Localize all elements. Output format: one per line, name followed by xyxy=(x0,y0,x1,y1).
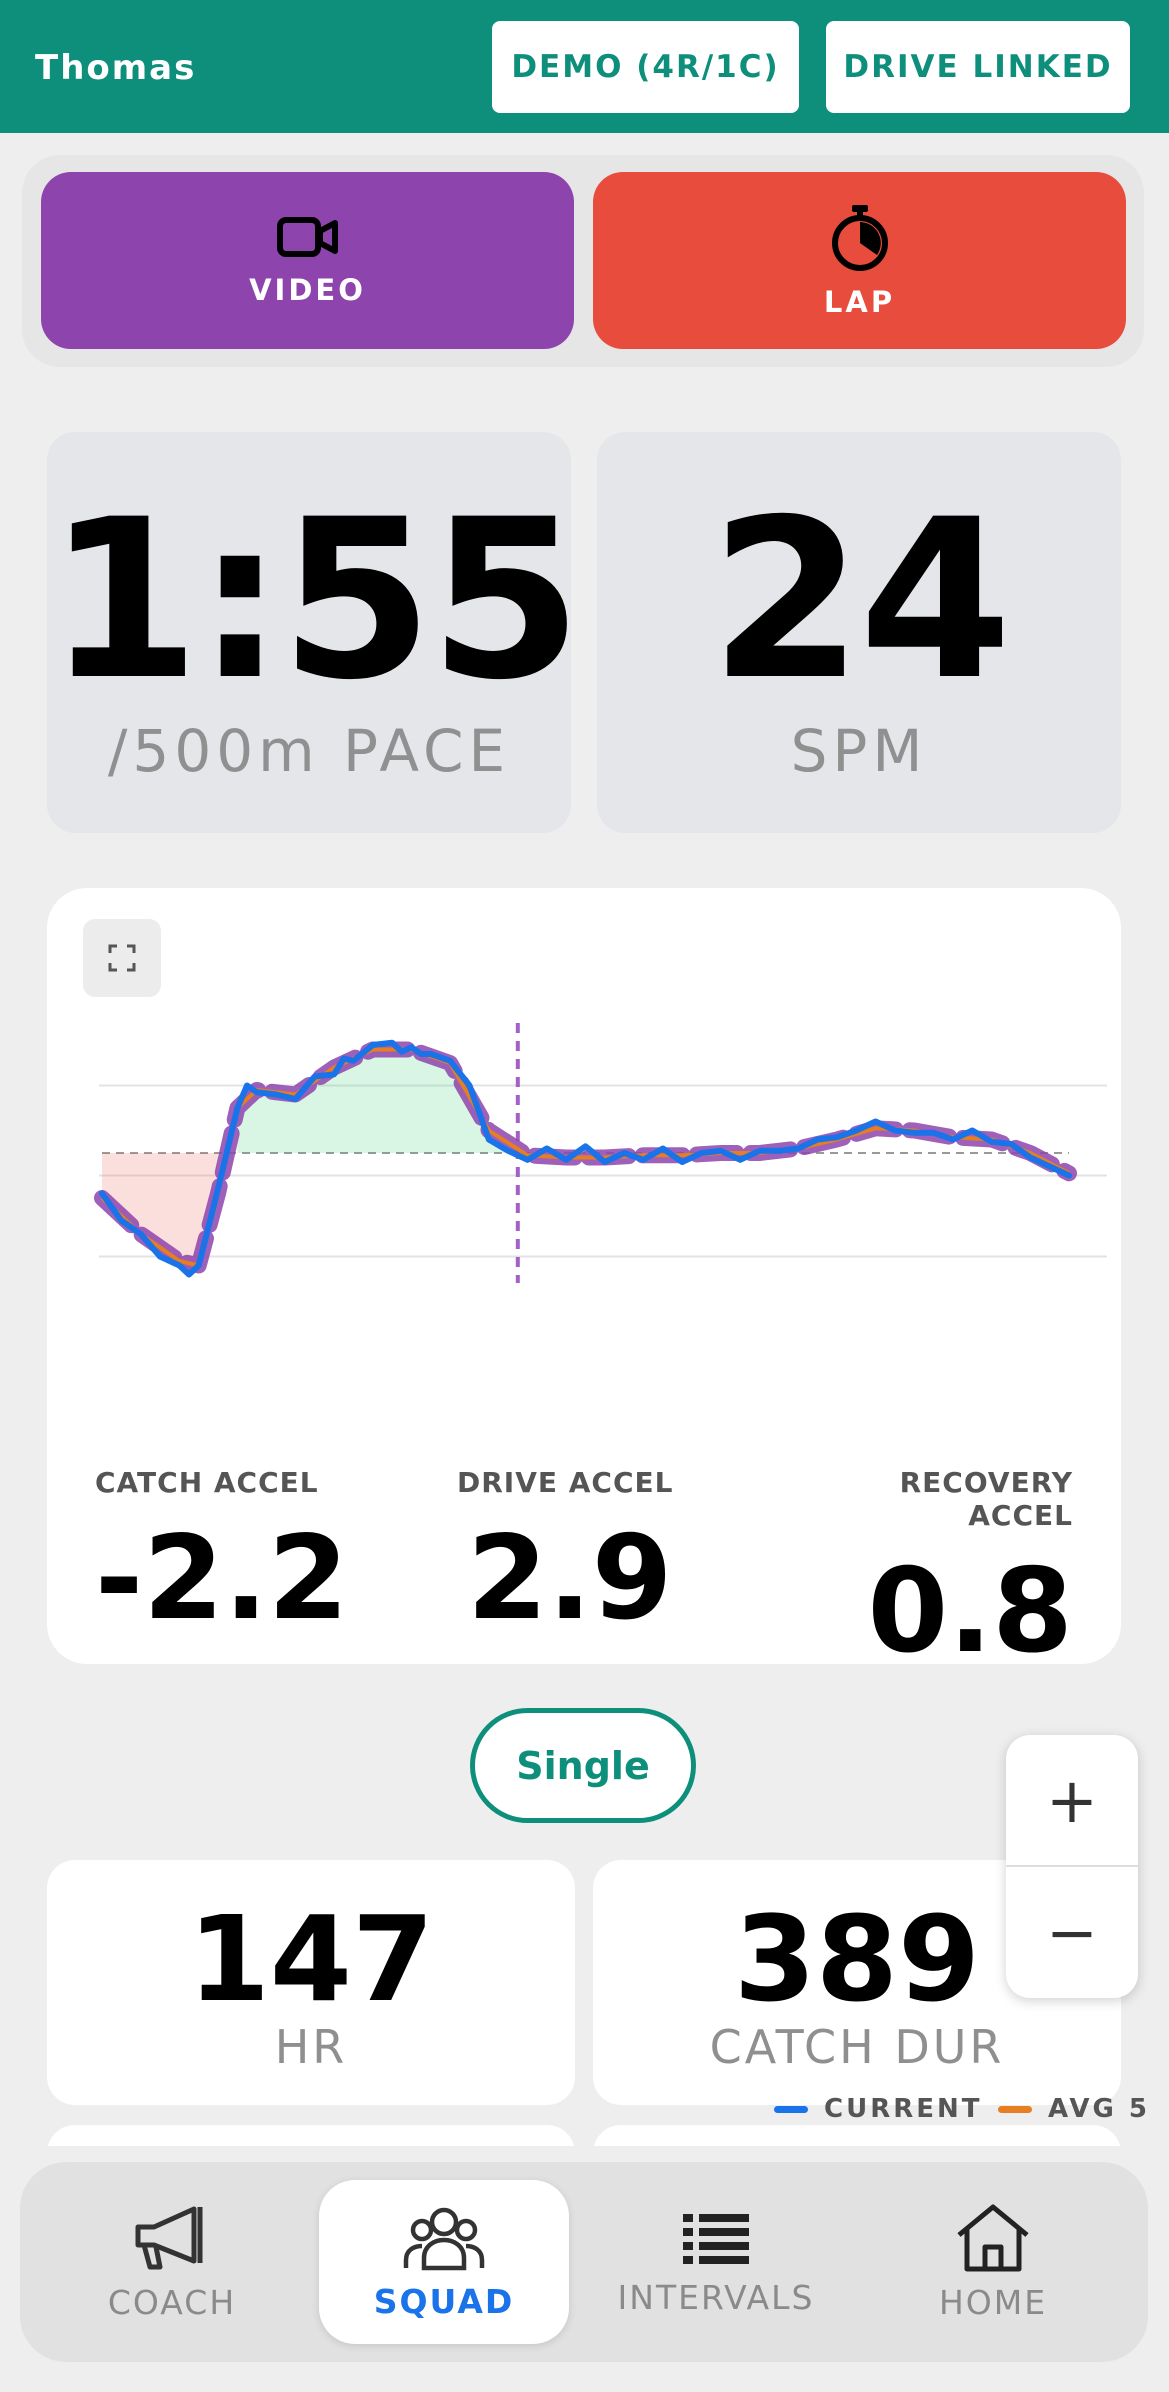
top-bar: Thomas DEMO (4R/1C) DRIVE LINKED xyxy=(0,0,1169,133)
catch-accel-value: -2.2 xyxy=(95,1511,349,1646)
drive-area xyxy=(237,1042,509,1153)
drive-accel-label: DRIVE ACCEL xyxy=(457,1466,674,1499)
catch-accel-metric: CATCH ACCEL -2.2 xyxy=(95,1466,349,1646)
current-series-line xyxy=(99,1039,1072,1278)
nav-squad[interactable]: SQUAD xyxy=(319,2180,569,2344)
nav-intervals-label: INTERVALS xyxy=(617,2277,815,2317)
pace-value: 1:55 xyxy=(47,472,582,728)
acceleration-plot xyxy=(94,1023,1107,1283)
legend-current: CURRENT xyxy=(774,2094,983,2124)
zoom-in-button[interactable]: + xyxy=(1046,1764,1098,1837)
spm-value: 24 xyxy=(709,472,1012,728)
drive-accel-metric: DRIVE ACCEL 2.9 xyxy=(457,1466,674,1646)
catch-duration-value: 389 xyxy=(733,1890,981,2028)
stopwatch-icon xyxy=(831,204,888,271)
users-icon xyxy=(403,2207,485,2270)
recovery-accel-label: RECOVERY ACCEL xyxy=(899,1466,1073,1532)
action-row: VIDEO LAP xyxy=(22,155,1144,367)
bottom-nav: COACH SQUAD INTERVALS xyxy=(0,2146,1169,2392)
avg-series-line xyxy=(100,1047,1070,1268)
legend-avg: AVG 5 xyxy=(998,2094,1150,2124)
legend-avg-label: AVG 5 xyxy=(1048,2094,1150,2124)
spm-label: SPM xyxy=(790,717,928,785)
drive-linked-button[interactable]: DRIVE LINKED xyxy=(826,21,1130,113)
hr-tile: 147 HR xyxy=(47,1860,575,2105)
catch-accel-label: CATCH ACCEL xyxy=(95,1466,319,1499)
pace-label: /500m PACE xyxy=(107,717,511,785)
nav-coach[interactable]: COACH xyxy=(47,2180,297,2344)
demo-button[interactable]: DEMO (4R/1C) xyxy=(492,21,799,113)
recovery-accel-metric: RECOVERY ACCEL 0.8 xyxy=(803,1466,1074,1679)
zoom-divider xyxy=(1006,1865,1138,1867)
hr-label: HR xyxy=(274,2020,348,2074)
expand-button[interactable] xyxy=(83,919,161,997)
home-icon xyxy=(957,2204,1029,2271)
catch-area xyxy=(102,1153,219,1275)
catch-duration-label: CATCH DUR xyxy=(709,2020,1005,2074)
avg-swatch xyxy=(998,2105,1032,2113)
zoom-control: + − xyxy=(1006,1735,1138,1998)
spm-tile: 24 SPM xyxy=(597,432,1121,833)
video-button[interactable]: VIDEO xyxy=(41,172,574,349)
megaphone-icon xyxy=(135,2206,203,2269)
nav-container: COACH SQUAD INTERVALS xyxy=(20,2162,1148,2362)
video-label: VIDEO xyxy=(249,272,366,307)
mode-toggle-button[interactable]: Single xyxy=(470,1708,696,1823)
expand-icon xyxy=(108,944,136,972)
nav-home-label: HOME xyxy=(938,2282,1048,2322)
drive-accel-value: 2.9 xyxy=(467,1511,673,1646)
legend-current-label: CURRENT xyxy=(824,2094,983,2124)
nav-coach-label: COACH xyxy=(107,2282,237,2322)
list-icon xyxy=(683,2213,749,2264)
zoom-out-button[interactable]: − xyxy=(1046,1896,1098,1969)
recovery-accel-value: 0.8 xyxy=(867,1544,1074,1679)
current-swatch xyxy=(774,2105,808,2113)
nav-intervals[interactable]: INTERVALS xyxy=(591,2180,841,2344)
nav-squad-label: SQUAD xyxy=(373,2281,515,2321)
hr-value: 147 xyxy=(187,1890,435,2028)
user-name: Thomas xyxy=(35,48,197,88)
nav-home[interactable]: HOME xyxy=(868,2180,1118,2344)
video-camera-icon xyxy=(276,216,338,257)
lap-button[interactable]: LAP xyxy=(593,172,1126,349)
pace-tile: 1:55 /500m PACE xyxy=(47,432,582,833)
lap-label: LAP xyxy=(823,284,896,319)
acceleration-chart-card: CATCH ACCEL -2.2 DRIVE ACCEL 2.9 RECOVER… xyxy=(47,888,1121,1679)
